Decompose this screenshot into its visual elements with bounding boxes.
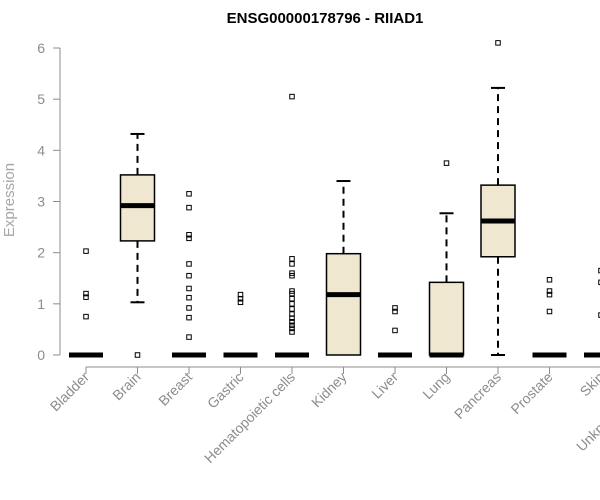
x-tick-label: Kidney [308, 369, 350, 411]
x-tick-label: Lung [419, 369, 452, 402]
outlier-point [289, 256, 295, 262]
x-tick-label: Hematopoietic cells [201, 369, 298, 466]
outlier-point [83, 290, 89, 297]
box-lung [428, 212, 465, 358]
box-pancreas [480, 86, 516, 356]
outlier-point [392, 305, 398, 311]
boxes-layer [69, 86, 600, 358]
y-tick-label: 3 [37, 194, 45, 210]
outlier-point [598, 267, 600, 274]
outlier-point [289, 311, 295, 317]
box-brain [119, 132, 156, 304]
x-tick-label: Prostate [507, 369, 555, 417]
outlier-point [186, 285, 192, 292]
outlier-point [392, 308, 398, 315]
y-tick-label: 5 [37, 91, 45, 107]
outlier-point [83, 294, 89, 300]
y-tick-label: 6 [37, 40, 45, 56]
outlier-point [598, 279, 600, 286]
outlier-point [289, 270, 295, 276]
outlier-point [186, 305, 192, 311]
outlier-point [186, 191, 192, 197]
box-kidney [325, 180, 362, 356]
box-iqr [428, 281, 465, 356]
outlier-point [546, 277, 553, 283]
x-tick-label: Bladder [47, 369, 93, 415]
outlier-point [289, 322, 295, 329]
outlier-point [289, 295, 295, 302]
x-tick-label: Pancreas [451, 369, 504, 422]
outlier-point [546, 291, 553, 298]
x-tick-label: Liver [368, 369, 401, 402]
outlier-point [598, 312, 600, 318]
outlier-point [186, 261, 192, 267]
outlier-point [289, 301, 295, 307]
outlier-point [289, 325, 295, 332]
outlier-point [237, 299, 244, 306]
outlier-point [546, 288, 553, 294]
x-tick-label: Brain [109, 369, 143, 403]
outlier-point [186, 334, 192, 340]
x-tick-label: Gastric [204, 369, 247, 412]
chart-title: ENSG00000178796 - RIIAD1 [227, 10, 424, 27]
outlier-point [289, 318, 295, 325]
outlier-point [186, 272, 192, 279]
outlier-point [289, 288, 295, 294]
y-axis-label: Expression [1, 163, 18, 237]
y-tick-label: 2 [37, 245, 45, 261]
outlier-point [83, 248, 89, 254]
outlier-point [186, 232, 192, 238]
outlier-point [186, 235, 192, 242]
outlier-point [289, 329, 295, 335]
x-tick-label: Skin [577, 369, 600, 400]
y-tick-label: 4 [37, 142, 45, 158]
box-iqr [325, 252, 362, 356]
outlier-point [392, 327, 398, 334]
outlier-point [186, 314, 192, 321]
outlier-point [546, 308, 553, 315]
outlier-point [289, 93, 295, 100]
outlier-point [237, 291, 244, 298]
outlier-point [186, 204, 192, 211]
outlier-point [495, 40, 501, 46]
outlier-point [289, 306, 295, 312]
outlier-point [289, 261, 295, 267]
outlier-point [443, 160, 450, 166]
outlier-point [186, 294, 192, 301]
fliers-layer [83, 40, 600, 358]
y-tick-label: 1 [37, 296, 45, 312]
outlier-point [83, 313, 89, 320]
y-tick-label: 0 [37, 347, 45, 363]
outlier-point [134, 352, 141, 358]
x-tick-label: Breast [155, 369, 195, 409]
